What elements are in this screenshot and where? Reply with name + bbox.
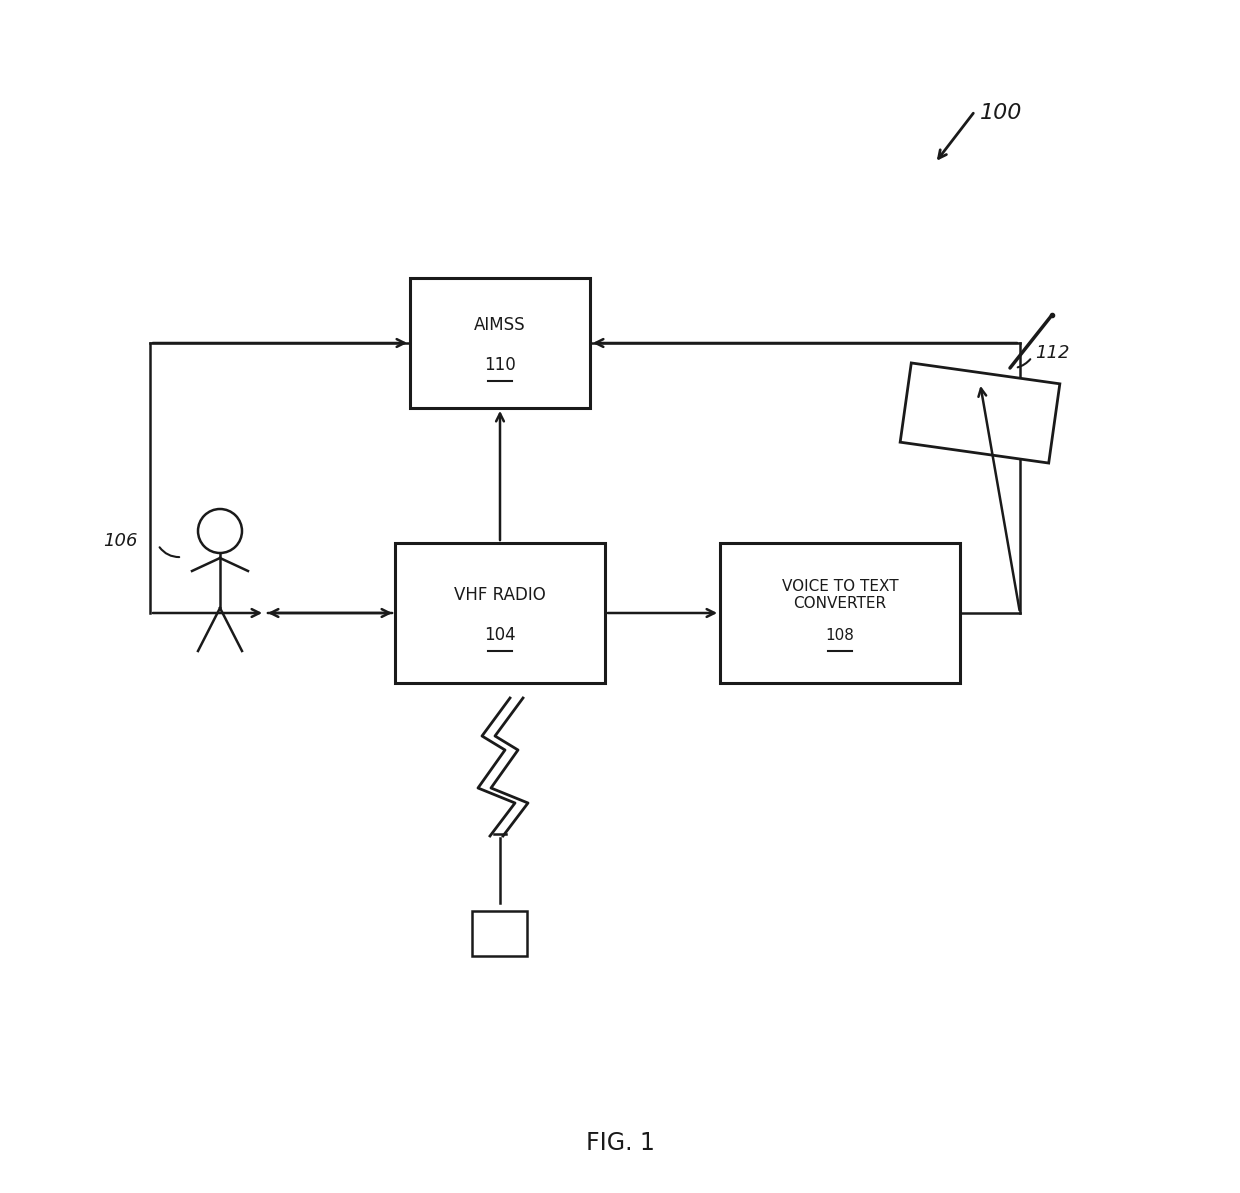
- Text: 106: 106: [103, 532, 138, 550]
- Bar: [472, 910, 527, 956]
- Bar: [396, 543, 605, 684]
- Text: FIG. 1: FIG. 1: [585, 1131, 655, 1155]
- Text: 112: 112: [1035, 344, 1070, 361]
- Text: AIMSS: AIMSS: [474, 316, 526, 334]
- Text: 104: 104: [484, 626, 516, 644]
- Text: 110: 110: [484, 356, 516, 373]
- Text: 108: 108: [826, 628, 854, 643]
- Bar: [900, 363, 1060, 463]
- Text: VOICE TO TEXT
CONVERTER: VOICE TO TEXT CONVERTER: [781, 579, 898, 611]
- Text: VHF RADIO: VHF RADIO: [454, 586, 546, 604]
- Bar: [720, 543, 960, 684]
- Text: 100: 100: [980, 103, 1022, 123]
- Bar: [410, 278, 590, 408]
